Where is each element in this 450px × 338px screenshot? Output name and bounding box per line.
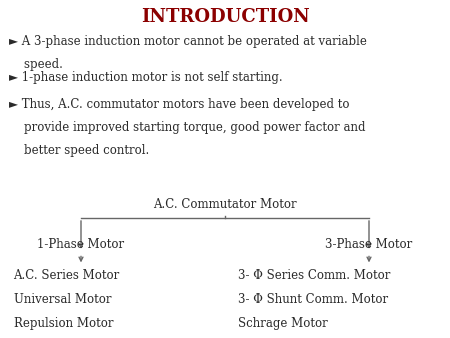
Text: 1-Phase Motor: 1-Phase Motor xyxy=(37,238,125,251)
Text: INTRODUCTION: INTRODUCTION xyxy=(140,8,310,26)
Text: provide improved starting torque, good power factor and: provide improved starting torque, good p… xyxy=(9,121,365,134)
Text: Universal Motor: Universal Motor xyxy=(14,293,111,306)
Text: 3- Φ Series Comm. Motor: 3- Φ Series Comm. Motor xyxy=(238,269,391,282)
Text: A.C. Series Motor: A.C. Series Motor xyxy=(14,269,120,282)
Text: 3-Phase Motor: 3-Phase Motor xyxy=(325,238,413,251)
Text: Schrage Motor: Schrage Motor xyxy=(238,317,328,330)
Text: Repulsion Motor: Repulsion Motor xyxy=(14,317,113,330)
Text: ► 1-phase induction motor is not self starting.: ► 1-phase induction motor is not self st… xyxy=(9,71,283,84)
Text: better speed control.: better speed control. xyxy=(9,144,149,157)
Text: 3- Φ Shunt Comm. Motor: 3- Φ Shunt Comm. Motor xyxy=(238,293,389,306)
Text: ► Thus, A.C. commutator motors have been developed to: ► Thus, A.C. commutator motors have been… xyxy=(9,98,350,111)
Text: A.C. Commutator Motor: A.C. Commutator Motor xyxy=(153,198,297,211)
Text: speed.: speed. xyxy=(9,58,63,71)
Text: ► A 3-phase induction motor cannot be operated at variable: ► A 3-phase induction motor cannot be op… xyxy=(9,35,367,48)
